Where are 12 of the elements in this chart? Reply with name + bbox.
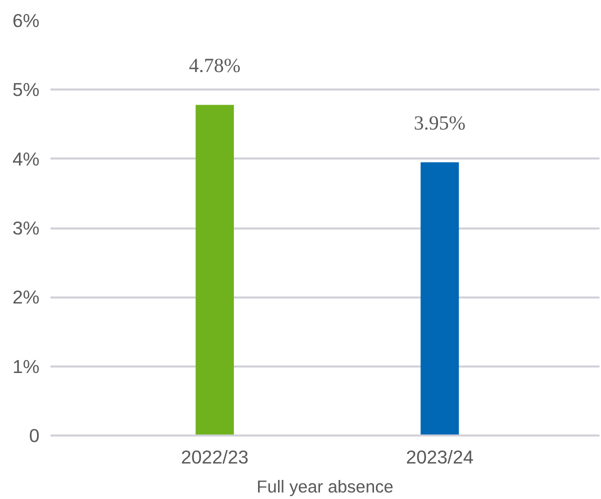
y-tick-label: 4% <box>12 148 40 170</box>
x-tick-label: 2023/24 <box>406 446 474 468</box>
x-axis-title: Full year absence <box>256 476 394 496</box>
data-label: 3.95% <box>414 112 466 134</box>
y-tick-label: 6% <box>12 10 40 31</box>
y-tick-label: 0 <box>29 425 40 446</box>
y-tick-label: 3% <box>12 218 40 238</box>
data-label: 4.78% <box>188 54 241 77</box>
y-tick-label: 5% <box>12 79 40 100</box>
y-tick-label: 1% <box>12 356 40 377</box>
y-tick-label: 2% <box>12 286 40 308</box>
x-tick-label: 2022/23 <box>181 446 248 468</box>
